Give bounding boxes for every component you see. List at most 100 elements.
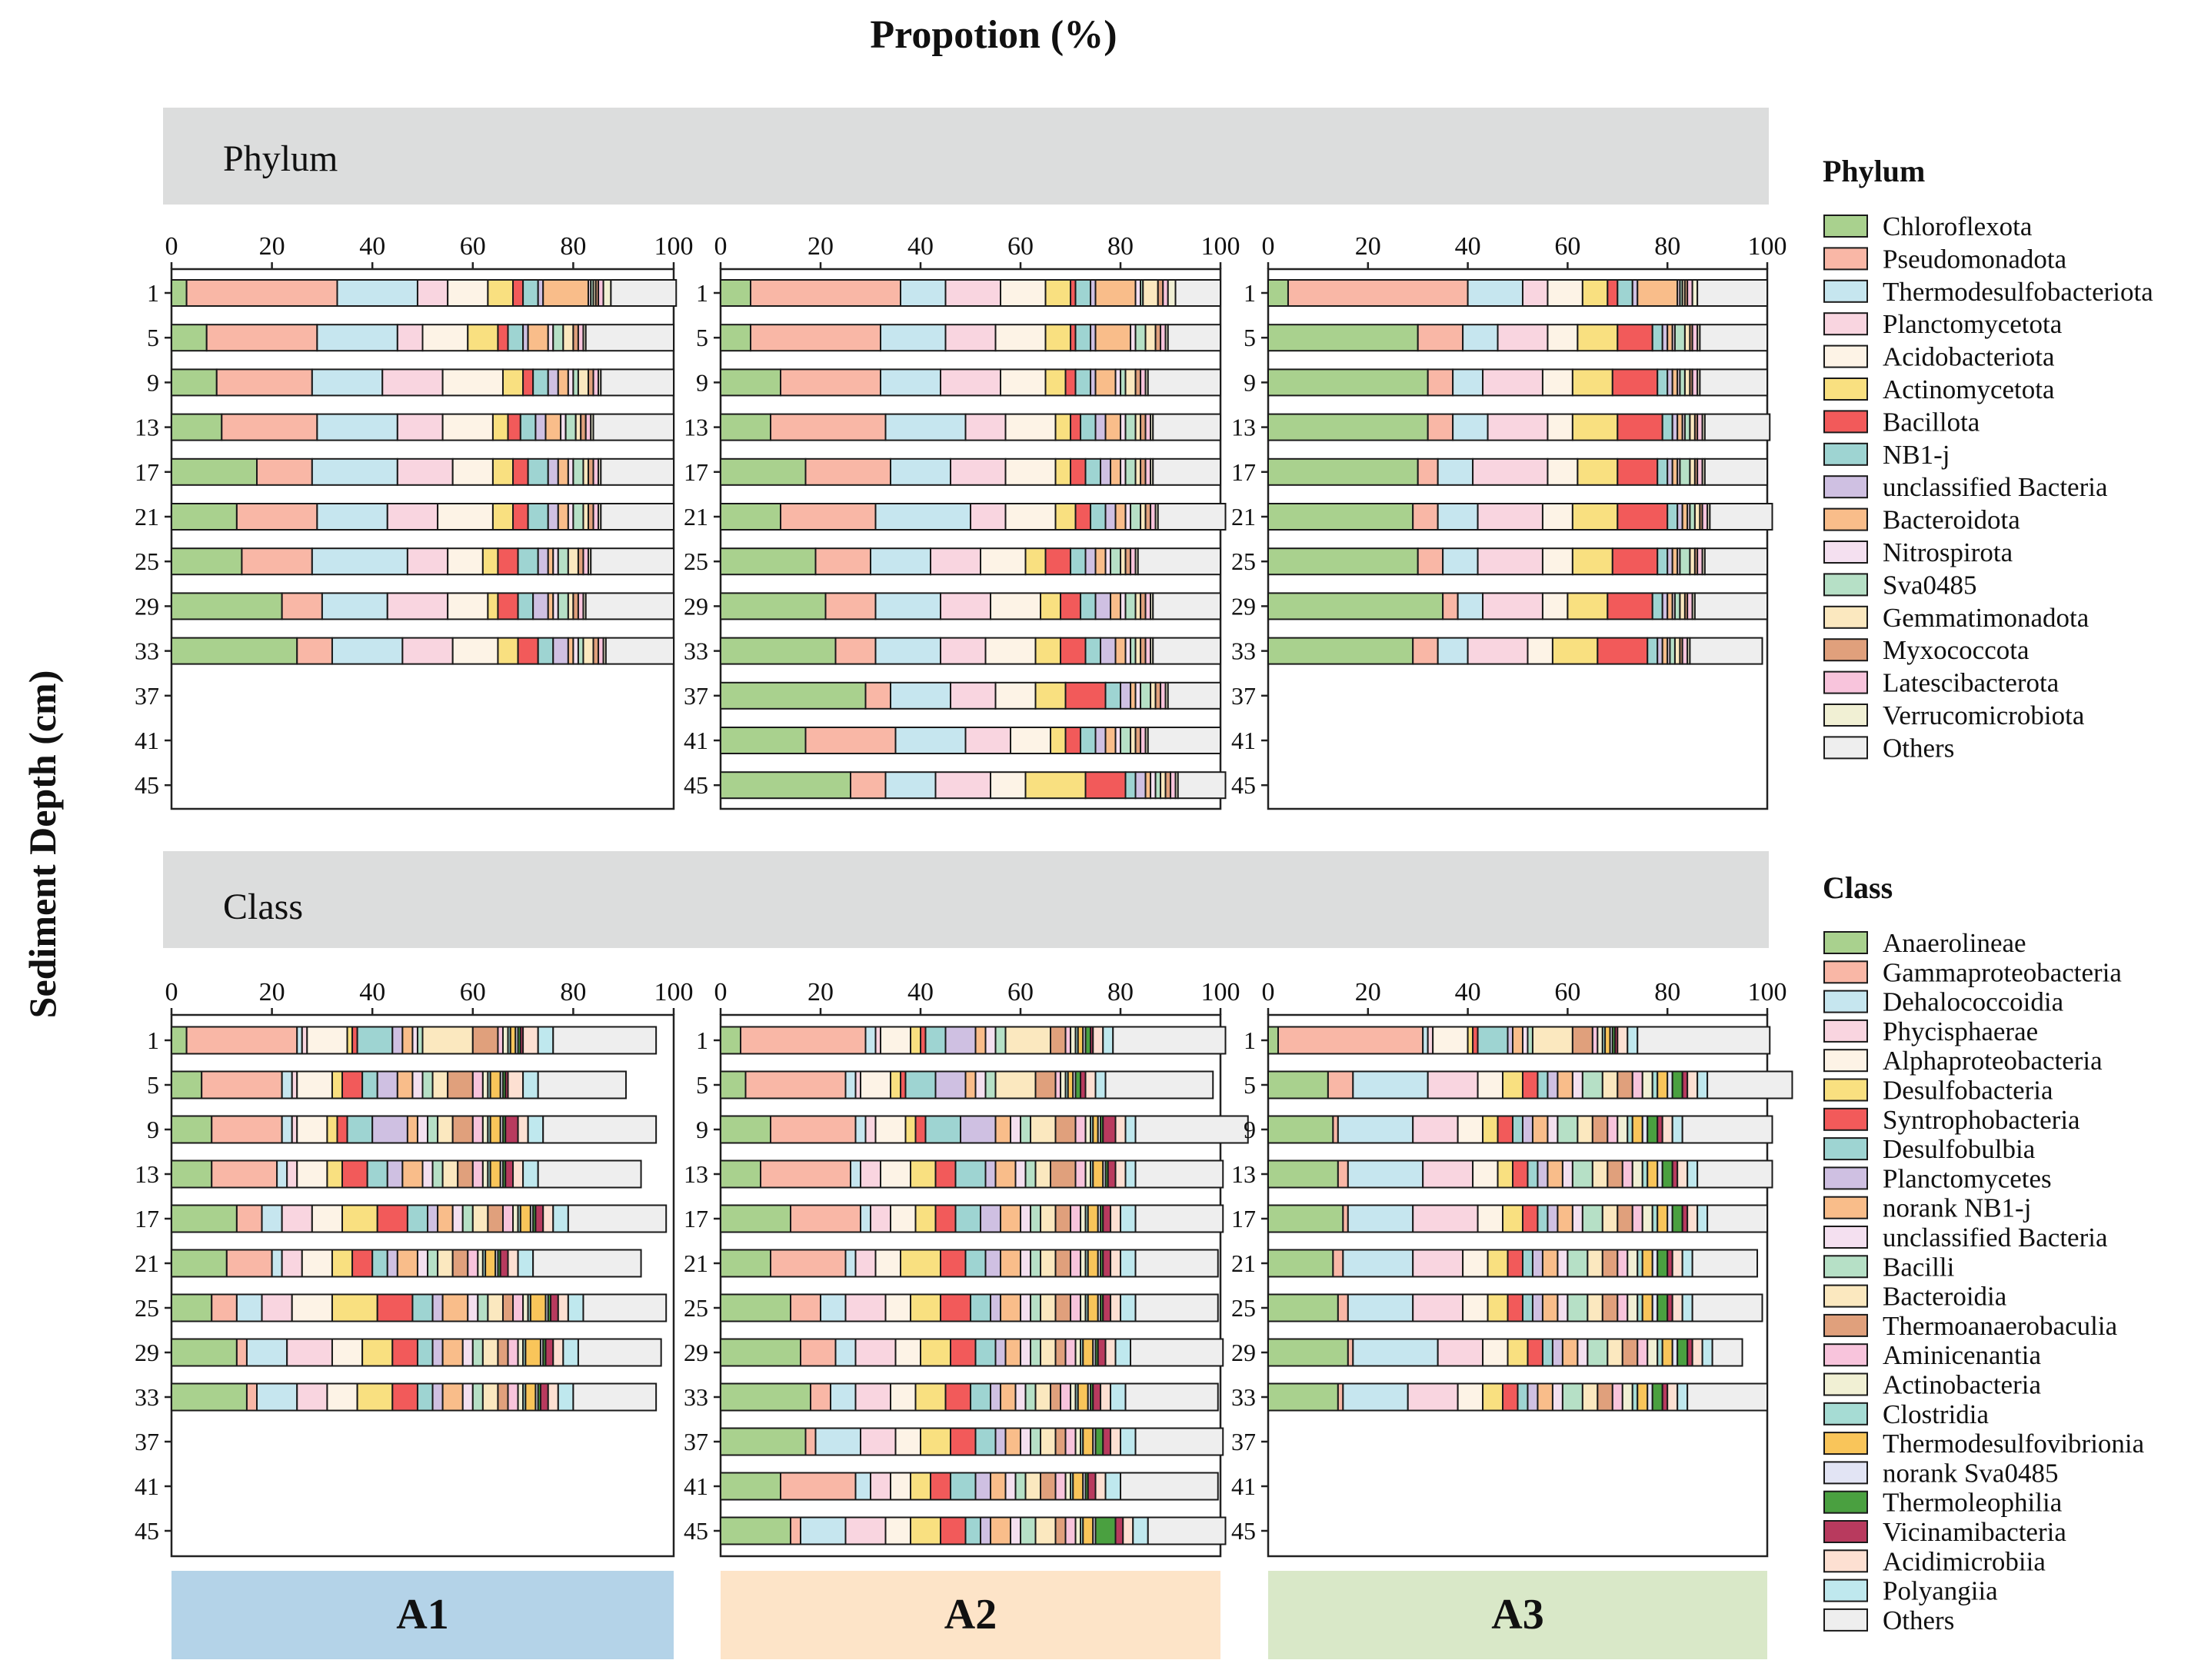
bar-segment-unclassified-bacteria bbox=[1094, 413, 1107, 441]
bar-segment-alphaproteobacteria bbox=[890, 1204, 917, 1233]
bar-segment-planctomycetota bbox=[1497, 324, 1549, 352]
bar-segment-aminicenantia bbox=[467, 1249, 479, 1278]
legend-swatch bbox=[1823, 312, 1868, 336]
bar-segment-others bbox=[1134, 1159, 1224, 1189]
bar-row-depth-9 bbox=[720, 1115, 1249, 1144]
bar-segment-desulfobulbia bbox=[954, 1159, 987, 1189]
bar-segment-actinomycetota bbox=[1054, 503, 1077, 531]
bar-segment-unclassified-bacteria bbox=[537, 547, 549, 576]
bar-segment-pseudomonadota bbox=[850, 771, 887, 800]
bar-row-depth-13 bbox=[1267, 413, 1771, 441]
bar-segment-planctomycetota bbox=[1482, 368, 1543, 397]
bar-segment-dehalococcoidia bbox=[850, 1159, 861, 1189]
bar-segment-bacteroidia bbox=[1040, 1293, 1057, 1322]
bar-segment-others bbox=[542, 1115, 658, 1144]
bar-segment-alphaproteobacteria bbox=[331, 1338, 364, 1367]
bar-segment-norank-nb1-j bbox=[441, 1293, 469, 1322]
bar-segment-dehalococcoidia bbox=[276, 1159, 288, 1189]
bar-segment-desulfobulbia bbox=[366, 1159, 388, 1189]
bar-segment-thermodesulfobacteriota bbox=[880, 368, 941, 397]
bar-segment-unclassified-bacteria bbox=[416, 1249, 429, 1278]
bar-segment-alphaproteobacteria bbox=[894, 1427, 921, 1456]
bar-segment-pseudomonadota bbox=[814, 547, 871, 576]
bar-segment-thermoanaerobaculia bbox=[1054, 1338, 1067, 1367]
legend-label: Bacteroidota bbox=[1883, 505, 2020, 535]
depth-label: 9 bbox=[1244, 368, 1256, 396]
bar-segment-thermodesulfovibrionia bbox=[489, 1115, 501, 1144]
bar-segment-thermoleophilia bbox=[1094, 1427, 1104, 1456]
bar-segment-polyangiia bbox=[1681, 1293, 1693, 1322]
bar-segment-norank-nb1-j bbox=[990, 1472, 1007, 1501]
bar-segment-unclassified-bacteria bbox=[1547, 1115, 1559, 1144]
bar-row-depth-25 bbox=[1267, 1293, 1763, 1322]
bar-segment-bacillota bbox=[1064, 368, 1077, 397]
bar-segment-bacilli bbox=[1557, 1115, 1579, 1144]
bar-segment-aminicenantia bbox=[1617, 1293, 1629, 1322]
bar-segment-anaerolineae bbox=[720, 1293, 791, 1322]
bar-segment-norank-nb1-j bbox=[1000, 1382, 1017, 1412]
bar-segment-desulfobulbia bbox=[970, 1293, 991, 1322]
bar-segment-unclassified-bacteria bbox=[547, 457, 559, 486]
bar-segment-thermoleophilia bbox=[1657, 1293, 1669, 1322]
bar-segment-actinomycetota bbox=[1034, 637, 1061, 665]
bar-segment-thermoleophilia bbox=[1671, 1070, 1683, 1099]
bar-segment-planctomycetes bbox=[984, 1159, 997, 1189]
bar-segment-aminicenantia bbox=[1617, 1249, 1629, 1278]
bar-segment-acidobacteriota bbox=[421, 324, 469, 352]
bar-segment-pseudomonadota bbox=[1412, 503, 1439, 531]
legend-label: norank Sva0485 bbox=[1883, 1458, 2058, 1488]
bar-segment-aminicenantia bbox=[512, 1293, 524, 1322]
bar-segment-bacteroidia bbox=[1581, 1382, 1599, 1412]
bar-row-depth-9 bbox=[720, 368, 1221, 397]
legend-label: unclassified Bacteria bbox=[1883, 472, 2108, 502]
bar-segment-chloroflexota bbox=[720, 503, 781, 531]
bar-segment-syntrophobacteria bbox=[376, 1293, 414, 1322]
bar-segment-acidimicrobiia bbox=[1661, 1115, 1673, 1144]
bar-segment-bacilli bbox=[1030, 1338, 1041, 1367]
bar-segment-acidimicrobiia bbox=[1110, 1427, 1121, 1456]
bar-segment-bacillota bbox=[1070, 413, 1081, 441]
bar-segment-desulfobulbia bbox=[361, 1070, 378, 1099]
x-tick-label: 20 bbox=[1355, 232, 1381, 261]
bar-segment-chloroflexota bbox=[171, 457, 258, 486]
legend-swatch bbox=[1823, 1313, 1868, 1337]
bar-segment-alphaproteobacteria bbox=[880, 1026, 911, 1055]
bar-segment-unclassified-bacteria bbox=[451, 1204, 464, 1233]
bar-segment-dehalococcoidia bbox=[1342, 1382, 1409, 1412]
x-tick-label: 0 bbox=[165, 232, 178, 261]
bar-segment-unclassified-bacteria bbox=[974, 1070, 987, 1099]
bar-segment-thermoanaerobaculia bbox=[1601, 1249, 1619, 1278]
bar-segment-gammaproteobacteria bbox=[1327, 1070, 1354, 1099]
bar-segment-planctomycetes bbox=[1551, 1338, 1563, 1367]
legend-swatch bbox=[1823, 1432, 1868, 1455]
depth-label: 21 bbox=[135, 1249, 159, 1277]
bar-segment-dehalococcoidia bbox=[800, 1516, 847, 1545]
bar-segment-acidobacteriota bbox=[1541, 547, 1573, 576]
bar-segment-unclassified-bacteria bbox=[1094, 592, 1111, 620]
legend-swatch bbox=[1823, 410, 1868, 434]
legend-label: Pseudomonadota bbox=[1883, 244, 2067, 274]
bar-segment-unclassified-bacteria bbox=[1571, 1204, 1583, 1233]
bar-row-depth-33 bbox=[171, 637, 674, 665]
bar-segment-thermoanaerobaculia bbox=[1571, 1026, 1593, 1055]
bar-segment-thermodesulfobacteriota bbox=[1457, 592, 1484, 620]
bar-segment-phycisphaerae bbox=[296, 1382, 328, 1412]
bar-segment-acidimicrobiia bbox=[1671, 1293, 1683, 1322]
legend-swatch bbox=[1823, 1372, 1868, 1396]
bar-segment-actinomycetota bbox=[1044, 368, 1067, 397]
x-tick-label: 40 bbox=[1455, 232, 1481, 261]
bar-segment-bacteroidia bbox=[1591, 1159, 1609, 1189]
depth-label: 29 bbox=[1231, 592, 1256, 620]
bar-segment-acidobacteriota bbox=[437, 503, 494, 531]
bar-segment-others bbox=[1711, 1338, 1743, 1367]
bar-segment-actinobacteria bbox=[1641, 1204, 1653, 1233]
bar-segment-pseudomonadota bbox=[235, 503, 318, 531]
bar-segment-unclassified-bacteria bbox=[1100, 457, 1111, 486]
bar-segment-thermoanaerobaculia bbox=[1050, 1382, 1061, 1412]
bar-segment-nb1-j bbox=[1074, 324, 1091, 352]
bar-segment-actinomycetota bbox=[1054, 413, 1071, 441]
bar-segment-thermodesulfobacteriota bbox=[884, 413, 967, 441]
bar-segment-phycisphaerae bbox=[854, 1249, 877, 1278]
bar-segment-desulfobacteria bbox=[914, 1382, 947, 1412]
bar-segment-gammaproteobacteria bbox=[235, 1204, 263, 1233]
